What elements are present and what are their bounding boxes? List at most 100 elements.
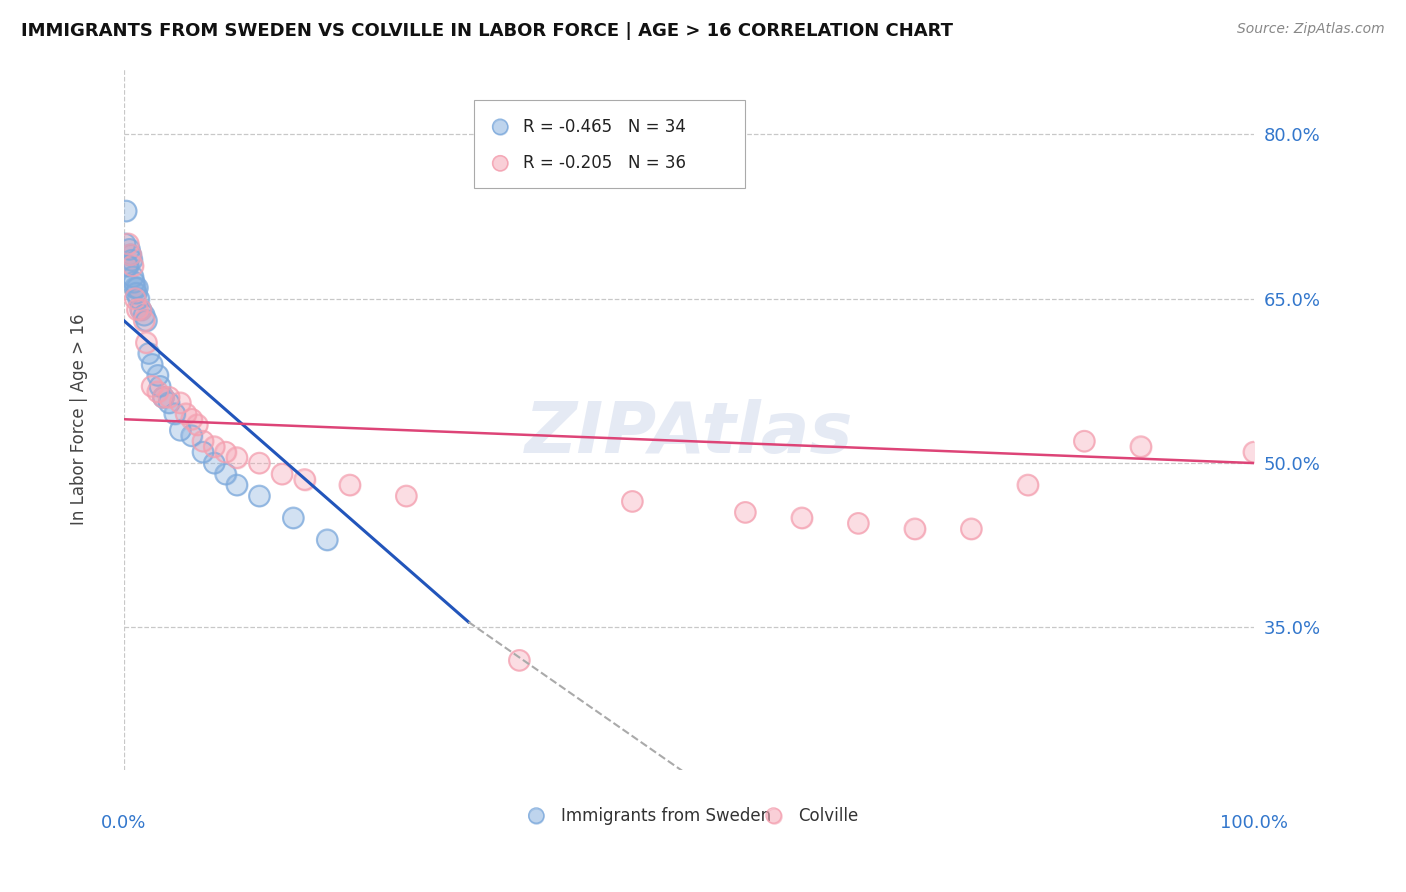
Point — [135, 313, 157, 327]
Point — [186, 417, 208, 432]
Point — [174, 407, 197, 421]
Point — [152, 390, 174, 404]
Point — [129, 302, 152, 317]
Point — [141, 379, 163, 393]
Point — [202, 456, 225, 470]
Point — [1129, 440, 1152, 454]
Point — [124, 292, 146, 306]
Point — [249, 456, 271, 470]
Point — [117, 259, 139, 273]
Point — [157, 390, 180, 404]
Point — [339, 478, 361, 492]
Point — [734, 505, 756, 519]
Point — [127, 281, 149, 295]
Point — [115, 259, 138, 273]
Point — [129, 302, 152, 317]
Point — [135, 313, 157, 327]
Point — [191, 434, 214, 449]
Point — [191, 445, 214, 459]
Point — [115, 204, 138, 219]
Point — [157, 396, 180, 410]
Point — [790, 511, 813, 525]
Point — [846, 516, 869, 531]
Point — [114, 236, 136, 251]
Point — [134, 308, 156, 322]
Point — [271, 467, 294, 481]
Point — [163, 407, 186, 421]
Point — [120, 248, 142, 262]
Point — [169, 423, 191, 437]
Point — [174, 407, 197, 421]
Point — [283, 511, 305, 525]
Point — [125, 286, 148, 301]
Point — [191, 445, 214, 459]
Point — [508, 653, 530, 667]
Point — [125, 286, 148, 301]
Point — [128, 292, 150, 306]
Text: Immigrants from Sweden: Immigrants from Sweden — [561, 806, 772, 824]
Point — [141, 358, 163, 372]
Point — [489, 56, 512, 70]
Point — [146, 368, 169, 383]
Point — [124, 292, 146, 306]
Point — [225, 478, 247, 492]
Text: IMMIGRANTS FROM SWEDEN VS COLVILLE IN LABOR FORCE | AGE > 16 CORRELATION CHART: IMMIGRANTS FROM SWEDEN VS COLVILLE IN LA… — [21, 22, 953, 40]
Point — [790, 511, 813, 525]
Point — [249, 489, 271, 503]
Point — [115, 259, 138, 273]
Point — [1017, 478, 1039, 492]
Point — [157, 390, 180, 404]
Point — [117, 236, 139, 251]
Point — [134, 313, 156, 327]
Point — [1243, 445, 1265, 459]
Point — [621, 494, 644, 508]
Text: R = -0.205   N = 36: R = -0.205 N = 36 — [523, 154, 686, 172]
Point — [122, 275, 145, 289]
Point — [960, 522, 983, 536]
Point — [202, 440, 225, 454]
Text: 0.0%: 0.0% — [101, 814, 146, 832]
Point — [734, 505, 756, 519]
Point — [152, 390, 174, 404]
Point — [146, 384, 169, 399]
Point — [214, 467, 236, 481]
Point — [169, 396, 191, 410]
Point — [114, 236, 136, 251]
Point — [339, 478, 361, 492]
Point — [120, 248, 142, 262]
Text: Colville: Colville — [799, 806, 859, 824]
Point — [121, 259, 143, 273]
Point — [122, 275, 145, 289]
Point — [225, 478, 247, 492]
Point — [294, 473, 316, 487]
Point — [489, 0, 512, 13]
Point — [249, 456, 271, 470]
Point — [202, 456, 225, 470]
Point — [180, 428, 202, 442]
Point — [163, 407, 186, 421]
Point — [180, 412, 202, 426]
Point — [283, 511, 305, 525]
Point — [1243, 445, 1265, 459]
Point — [316, 533, 339, 547]
Point — [395, 489, 418, 503]
Point — [128, 292, 150, 306]
Point — [960, 522, 983, 536]
Point — [117, 236, 139, 251]
Point — [489, 0, 512, 13]
Point — [316, 533, 339, 547]
Point — [138, 346, 160, 360]
Point — [149, 379, 172, 393]
Point — [271, 467, 294, 481]
Point — [1017, 478, 1039, 492]
Point — [135, 335, 157, 350]
Text: 100.0%: 100.0% — [1220, 814, 1288, 832]
Point — [118, 243, 141, 257]
Point — [214, 467, 236, 481]
Point — [118, 243, 141, 257]
Point — [121, 269, 143, 284]
Point — [1073, 434, 1095, 449]
Point — [1129, 440, 1152, 454]
Point — [489, 56, 512, 70]
Point — [134, 313, 156, 327]
